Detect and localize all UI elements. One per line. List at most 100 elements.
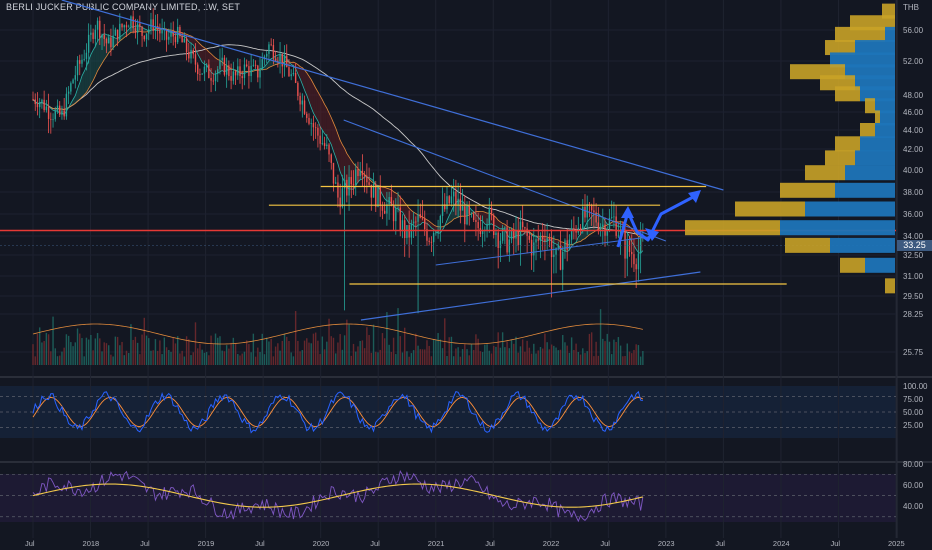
volume-bar	[568, 352, 571, 365]
volume-bar	[119, 345, 121, 365]
candle-body	[237, 66, 239, 76]
volume-bar	[435, 340, 437, 365]
volume-bar	[116, 336, 119, 365]
candle-body	[528, 235, 531, 240]
volume-bar	[288, 340, 290, 365]
volume-profile-down	[885, 278, 895, 294]
volume-bar	[250, 352, 252, 365]
volume-bar	[306, 338, 308, 365]
volume-bar	[588, 333, 591, 365]
volume-bar	[261, 333, 263, 365]
volume-bar	[232, 337, 235, 365]
ma-ribbon	[406, 205, 410, 224]
ma-ribbon	[329, 112, 332, 145]
candle-body	[54, 110, 56, 120]
time-tick-label: Jul	[600, 539, 610, 548]
volume-bar	[263, 354, 266, 365]
candle-body	[535, 239, 537, 243]
candle-body	[432, 232, 435, 243]
candle-body	[439, 215, 442, 231]
ma-ribbon	[320, 95, 323, 131]
time-tick-label: Jul	[140, 539, 150, 548]
candle-body	[328, 144, 330, 155]
volume-profile-up	[835, 182, 895, 198]
volume-bar	[210, 335, 212, 365]
candle-body	[437, 230, 439, 233]
candle-body	[332, 162, 335, 184]
volume-bar	[355, 351, 357, 365]
volume-bar	[152, 350, 154, 365]
volume-bar	[297, 340, 299, 365]
volume-bar	[143, 317, 145, 365]
candle-body	[508, 239, 511, 253]
volume-bar	[59, 355, 61, 365]
candle-body	[490, 207, 493, 216]
candle-body	[63, 110, 65, 117]
price-tick-label: 29.50	[903, 292, 924, 301]
volume-bar	[528, 347, 531, 365]
volume-bar	[615, 341, 617, 365]
volume-bar	[577, 351, 580, 365]
volume-profile-up	[875, 123, 895, 138]
rsi-ma-line	[32, 483, 643, 508]
candle-body	[188, 52, 190, 59]
volume-bar	[114, 336, 117, 365]
volume-bar	[506, 341, 508, 365]
candle-body	[323, 143, 326, 147]
volume-bar	[486, 344, 488, 365]
candle-body	[228, 65, 230, 77]
volume-bar	[141, 334, 143, 365]
candle-body	[145, 33, 148, 40]
candle-body	[72, 79, 74, 84]
candle-body	[335, 182, 337, 184]
volume-bar	[237, 354, 239, 365]
volume-bar	[294, 311, 297, 365]
candle-body	[357, 169, 359, 177]
candle-body	[537, 239, 539, 241]
volume-profile-up	[885, 26, 895, 42]
volume-bar	[386, 312, 388, 365]
candle-body	[114, 29, 117, 36]
volume-bar	[570, 337, 573, 365]
time-tick-label: Jul	[485, 539, 495, 548]
volume-ma-line	[32, 323, 643, 345]
ma-ribbon	[480, 211, 483, 221]
candle-body	[70, 83, 72, 92]
candle-body	[399, 207, 401, 232]
volume-bar	[248, 343, 250, 365]
candle-body	[96, 20, 99, 30]
volume-bar	[47, 334, 50, 365]
volume-bar	[201, 349, 203, 365]
volume-bar	[310, 343, 312, 365]
ma-ribbon	[202, 46, 205, 65]
volume-bar	[419, 349, 421, 365]
candle-body	[361, 170, 364, 176]
candle-body	[203, 66, 206, 74]
ma-ribbon	[88, 54, 91, 89]
volume-profile-down	[735, 201, 805, 217]
volume-bar	[410, 353, 413, 365]
volume-bar	[103, 342, 105, 365]
volume-bar	[337, 342, 339, 365]
candle-body	[99, 20, 101, 38]
volume-bar	[317, 340, 319, 365]
candle-body	[435, 232, 437, 234]
volume-bar	[582, 348, 584, 365]
volume-bar	[493, 345, 495, 365]
candle-body	[375, 184, 377, 207]
time-tick-label: 2020	[313, 539, 330, 548]
volume-bar	[397, 308, 399, 365]
candle-body	[119, 23, 121, 40]
candle-body	[150, 19, 152, 30]
ma-ribbon	[402, 199, 405, 217]
candle-body	[199, 74, 201, 75]
time-tick-label: Jul	[370, 539, 380, 548]
ma-ribbon	[193, 37, 196, 50]
volume-bar	[41, 342, 43, 365]
candle-body	[174, 36, 177, 43]
volume-bar	[212, 344, 214, 365]
candle-body	[343, 179, 346, 189]
volume-bar	[573, 349, 575, 365]
candle-body	[341, 188, 344, 208]
